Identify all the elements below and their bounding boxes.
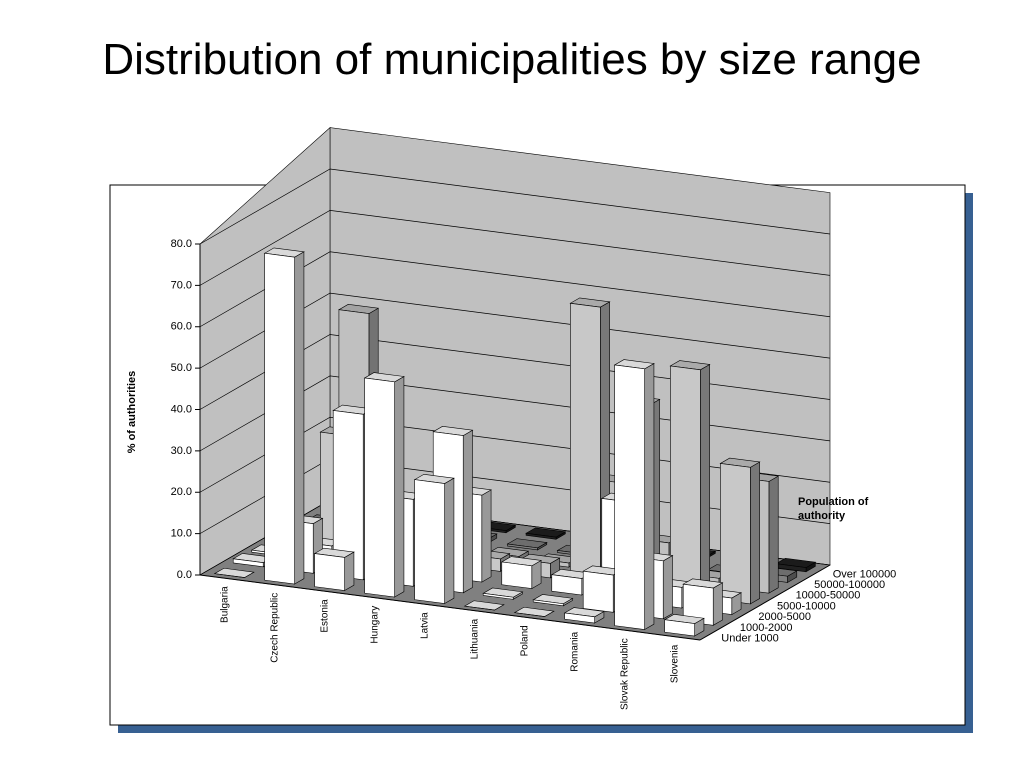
x-tick-label: Slovenia: [670, 644, 681, 683]
bar-front: [501, 561, 533, 589]
bar-front: [720, 463, 751, 605]
y-tick-label: 40.0: [171, 403, 192, 415]
bar-front: [614, 364, 645, 630]
legend-entry: Under 1000: [721, 633, 779, 645]
bar: [500, 556, 542, 590]
grid-line: [199, 210, 831, 286]
grid-line: [199, 292, 831, 369]
grid-line: [199, 416, 831, 493]
bar-side: [444, 477, 455, 605]
y-axis-label: % of authorities: [126, 371, 138, 454]
y-tick-label: 70.0: [171, 279, 192, 291]
bar: [613, 359, 655, 631]
bar-side: [294, 251, 305, 585]
x-tick-label: Slovak Republic: [620, 638, 631, 710]
grid-line: [199, 334, 831, 410]
legend-entry: 1000-2000: [740, 622, 793, 634]
bar: [363, 372, 405, 598]
legend-entry: 5000-10000: [777, 600, 836, 612]
bar: [213, 567, 255, 578]
x-tick-label: Lithuania: [470, 618, 481, 659]
x-tick-label: Czech Republic: [270, 593, 281, 663]
bar: [682, 578, 724, 626]
bar-front: [525, 532, 557, 540]
bar: [263, 247, 305, 585]
bar-front: [514, 612, 545, 617]
slide-title: Distribution of municipalities by size r…: [102, 35, 922, 84]
bar-side: [662, 555, 673, 620]
bar: [563, 607, 605, 624]
y-tick-label: 0.0: [177, 569, 192, 581]
legend-entry: 50000-100000: [814, 579, 885, 591]
legend-entry: 10000-50000: [796, 590, 861, 602]
y-tick-label: 30.0: [171, 445, 192, 457]
bar-side: [768, 475, 779, 594]
x-tick-label: Bulgaria: [220, 586, 231, 623]
bar: [663, 614, 705, 637]
bar-front: [507, 543, 538, 551]
grid-line: [199, 251, 831, 328]
y-tick-label: 10.0: [171, 528, 192, 540]
bar: [313, 547, 355, 592]
depth-axis: [699, 564, 831, 641]
y-tick-label: 50.0: [171, 362, 192, 374]
bar: [482, 587, 524, 600]
bar: [513, 606, 555, 617]
grid-line: [199, 375, 831, 452]
bar-side: [344, 551, 355, 592]
bar-front: [314, 553, 345, 591]
bar-front: [232, 558, 264, 568]
bar: [463, 600, 505, 611]
x-tick-label: Estonia: [320, 599, 331, 633]
x-tick-label: Poland: [520, 625, 531, 656]
bar-front: [414, 479, 445, 604]
bar-side: [481, 489, 492, 583]
y-tick-label: 80.0: [171, 238, 192, 250]
bar-side: [750, 461, 760, 605]
bar-front: [464, 605, 495, 611]
y-tick-label: 20.0: [171, 486, 192, 498]
x-tick-label: Latvia: [420, 612, 431, 639]
bar-side: [712, 582, 723, 626]
bar: [532, 594, 574, 607]
x-tick-label: Romania: [570, 631, 581, 671]
bar: [413, 473, 455, 605]
bar-front: [264, 252, 295, 585]
bar-front: [551, 574, 583, 596]
bar-front: [582, 570, 614, 613]
y-tick-label: 60.0: [171, 321, 192, 333]
bar-side: [700, 363, 710, 598]
bar-front: [564, 612, 595, 624]
bar-side: [462, 429, 473, 594]
bar-front: [570, 302, 601, 585]
bar-front: [214, 573, 245, 578]
x-axis: [199, 574, 701, 641]
bar: [525, 527, 567, 540]
bar-front: [482, 592, 514, 600]
bar: [669, 360, 711, 598]
x-tick-label: Hungary: [370, 606, 381, 644]
bar-side: [394, 375, 405, 598]
grid-line: [199, 168, 831, 245]
legend-title: Population of authority: [798, 496, 869, 522]
bar: [506, 538, 548, 551]
bar-front: [664, 619, 695, 637]
bar-front: [364, 377, 395, 598]
legend-entry: 2000-5000: [758, 611, 811, 623]
bar-side: [644, 362, 655, 631]
bar: [719, 457, 761, 605]
bar-front: [532, 599, 564, 607]
legend-entry: Over 100000: [833, 568, 897, 580]
bar-front: [670, 365, 701, 598]
